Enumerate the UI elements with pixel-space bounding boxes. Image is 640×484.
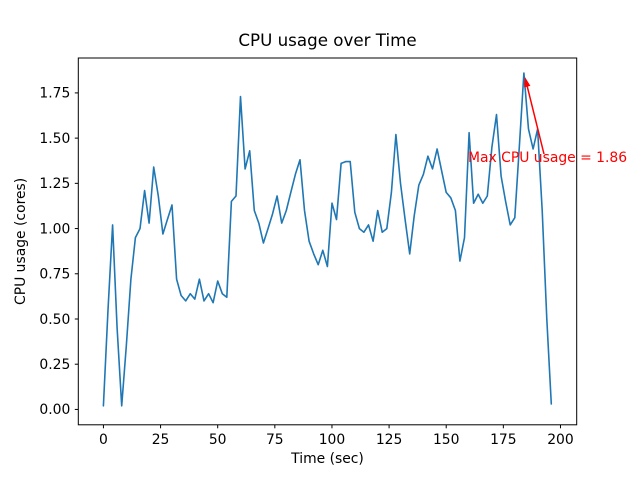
chart-title: CPU usage over Time bbox=[238, 30, 416, 50]
x-tick-label: 50 bbox=[209, 432, 227, 448]
y-axis-label: CPU usage (cores) bbox=[13, 178, 29, 305]
x-tick-label: 150 bbox=[433, 432, 460, 448]
x-tick-label: 100 bbox=[319, 432, 346, 448]
max-annotation-label: Max CPU usage = 1.86 bbox=[468, 150, 627, 166]
x-axis-ticks: 0 25 50 75 100 125 150 175 200 bbox=[99, 424, 574, 448]
y-axis-ticks: 0.00 0.25 0.50 0.75 1.00 1.25 1.50 1.75 bbox=[39, 86, 79, 418]
x-tick-label: 125 bbox=[376, 432, 403, 448]
annotation-arrow-shaft bbox=[525, 82, 545, 155]
y-tick-label: 1.25 bbox=[39, 176, 70, 192]
y-tick-label: 0.00 bbox=[39, 402, 70, 418]
plot-area bbox=[77, 57, 578, 426]
x-tick-label: 175 bbox=[490, 432, 517, 448]
y-tick-label: 1.50 bbox=[39, 131, 70, 147]
y-tick-label: 0.75 bbox=[39, 267, 70, 283]
x-axis-label: Time (sec) bbox=[290, 451, 364, 467]
x-tick-label: 200 bbox=[547, 432, 574, 448]
y-tick-label: 0.25 bbox=[39, 357, 70, 373]
x-tick-label: 75 bbox=[266, 432, 284, 448]
max-annotation: Max CPU usage = 1.86 bbox=[468, 76, 627, 166]
x-tick-label: 25 bbox=[152, 432, 170, 448]
x-tick-label: 0 bbox=[99, 432, 108, 448]
annotation-arrow-head-icon bbox=[524, 76, 531, 88]
cpu-usage-line bbox=[102, 72, 553, 407]
y-tick-label: 1.75 bbox=[39, 86, 70, 102]
y-tick-label: 0.50 bbox=[39, 312, 70, 328]
y-tick-label: 1.00 bbox=[39, 221, 70, 237]
